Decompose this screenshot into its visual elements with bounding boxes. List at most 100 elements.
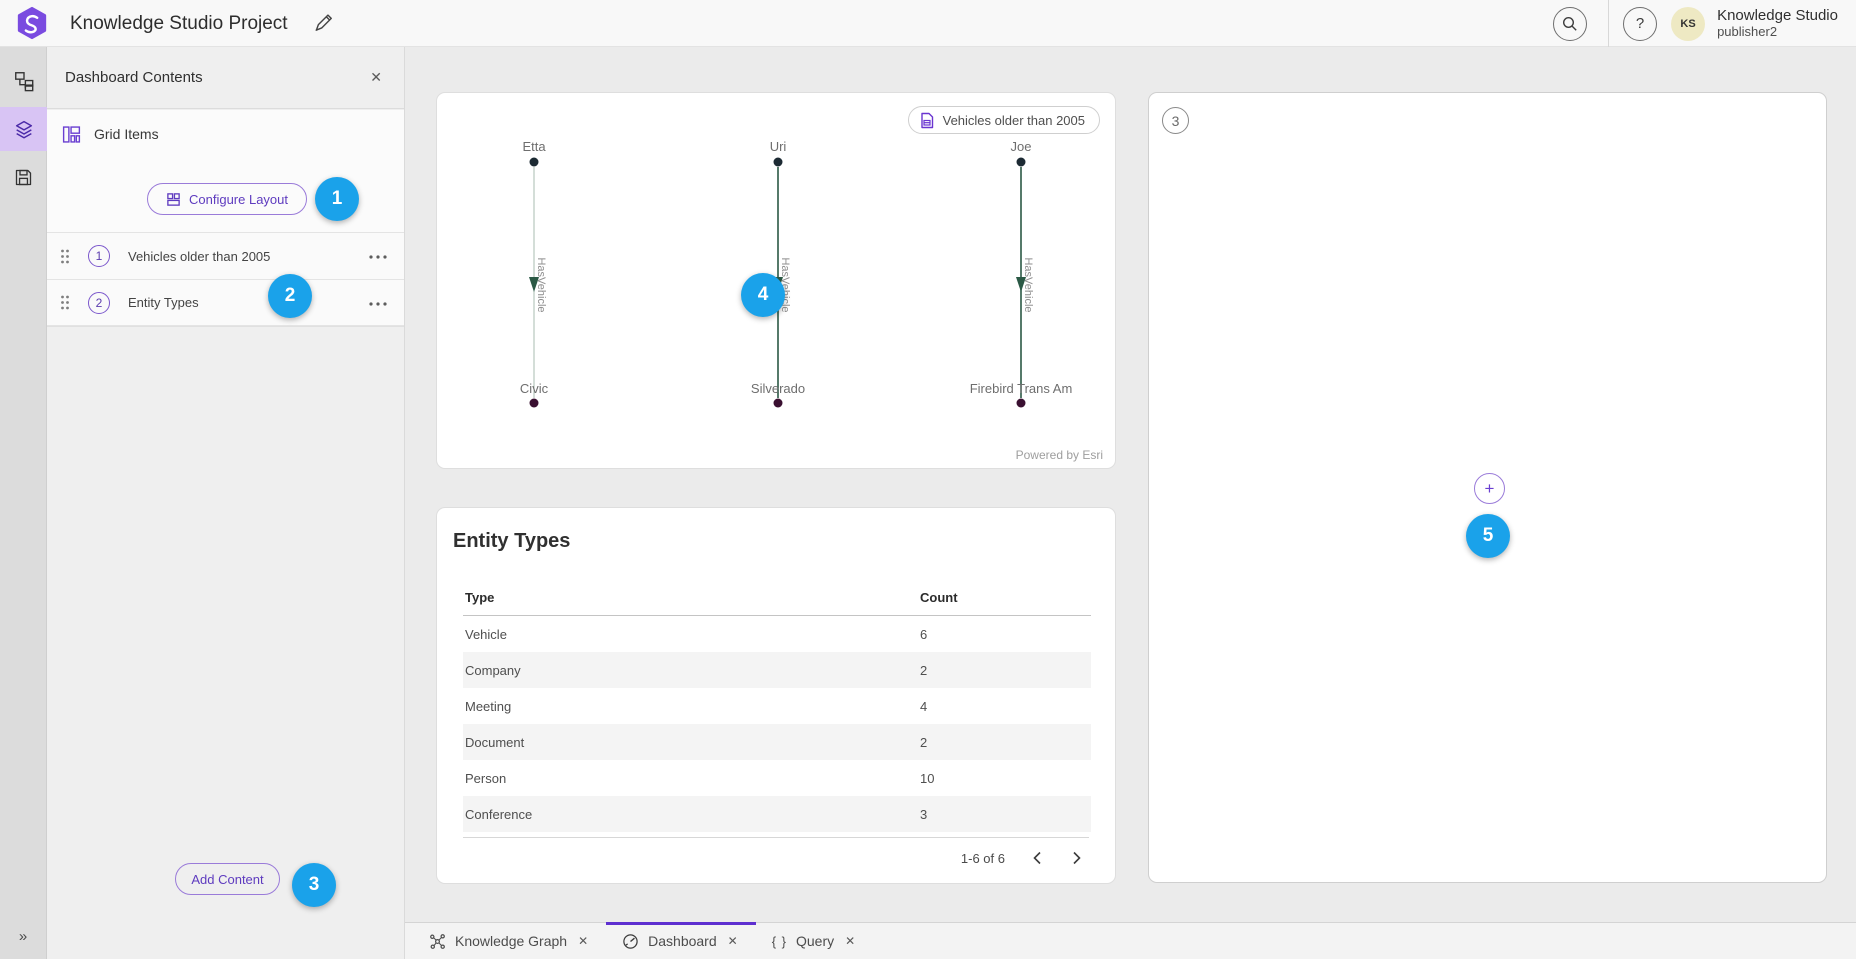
column-header-type[interactable]: Type xyxy=(465,590,495,605)
grid-item-row-vehicles[interactable]: 1 Vehicles older than 2005 xyxy=(47,232,404,279)
column-header-count[interactable]: Count xyxy=(920,590,958,605)
rail-item-save[interactable] xyxy=(0,155,47,199)
knowledge-studio-logo-icon xyxy=(17,6,47,40)
panel-title: Dashboard Contents xyxy=(65,69,203,86)
configure-layout-icon xyxy=(167,192,180,206)
braces-icon: { } xyxy=(771,933,787,949)
grid-items-label: Grid Items xyxy=(94,126,159,142)
chevron-left-icon xyxy=(1033,851,1041,865)
table-row[interactable]: Meeting 4 xyxy=(465,698,928,714)
configure-layout-button[interactable]: Configure Layout xyxy=(147,183,307,215)
tab-knowledge-graph[interactable]: Knowledge Graph ✕ xyxy=(413,923,606,959)
svg-text:HasVehicle: HasVehicle xyxy=(1022,257,1034,312)
chevron-right-icon xyxy=(1073,851,1081,865)
drag-handle-icon[interactable] xyxy=(58,248,72,265)
left-icon-rail: » xyxy=(0,47,47,959)
empty-grid-slot-card[interactable]: 3 + xyxy=(1148,92,1827,883)
user-name: Knowledge Studio xyxy=(1717,7,1838,25)
graph-node-label[interactable]: Etta xyxy=(522,139,546,154)
table-header-row: Type Count xyxy=(463,580,1091,616)
table-row[interactable]: Person 10 xyxy=(465,770,935,786)
dashboard-contents-panel: Dashboard Contents ✕ Grid Items Configur… xyxy=(47,47,405,959)
add-content-plus-button[interactable]: + xyxy=(1474,473,1505,504)
item-options-button[interactable] xyxy=(368,294,388,312)
close-tab-icon[interactable]: ✕ xyxy=(845,934,856,948)
previous-page-button[interactable] xyxy=(1029,848,1045,868)
tab-label: Knowledge Graph xyxy=(455,933,568,949)
tab-label: Query xyxy=(796,933,835,949)
entity-types-card[interactable]: Entity Types Type Count Vehicle 6 Company… xyxy=(436,507,1116,884)
entity-types-table: Type Count Vehicle 6 Company 2 Meeting 4 Do… xyxy=(463,580,1091,832)
rail-item-contents-selected[interactable] xyxy=(0,107,47,151)
avatar[interactable]: KS xyxy=(1671,6,1706,41)
top-header: Knowledge Studio Project ? KS Knowledge … xyxy=(0,0,1856,47)
graph-node-label[interactable]: Joe xyxy=(1010,139,1032,154)
pagination: 1-6 of 6 xyxy=(961,848,1085,868)
tab-query[interactable]: { } Query ✕ xyxy=(756,923,873,959)
hierarchy-icon xyxy=(14,72,33,92)
table-row[interactable]: Document 2 xyxy=(463,724,1091,760)
user-menu[interactable]: Knowledge Studio publisher2 xyxy=(1717,7,1848,39)
drag-handle-icon[interactable] xyxy=(58,294,72,311)
layer-filter-pill[interactable]: Vehicles older than 2005 xyxy=(907,106,1100,134)
grid-items-section-header: Grid Items xyxy=(47,110,404,158)
esri-attribution: Powered by Esri xyxy=(1015,448,1103,462)
close-icon: ✕ xyxy=(370,69,382,85)
item-number-badge: 1 xyxy=(88,245,110,267)
table-row[interactable]: Conference 3 xyxy=(463,796,1091,832)
graph-node-label[interactable]: Uri xyxy=(769,139,787,154)
close-tab-icon[interactable]: ✕ xyxy=(727,934,738,948)
search-button[interactable] xyxy=(1553,6,1588,41)
table-row[interactable]: Vehicle 6 xyxy=(465,626,928,642)
question-mark-icon: ? xyxy=(1635,15,1645,32)
user-role: publisher2 xyxy=(1717,23,1778,39)
tour-step-badge-4[interactable]: 4 xyxy=(741,273,785,317)
grid-layout-icon xyxy=(62,125,81,143)
rail-item-data-model[interactable] xyxy=(0,59,47,103)
next-page-button[interactable] xyxy=(1069,848,1085,868)
item-number-badge: 2 xyxy=(88,291,110,314)
graph-node-label[interactable]: Silverado xyxy=(750,381,806,396)
grid-item-row-entity-types[interactable]: 2 Entity Types xyxy=(47,279,404,326)
ellipsis-icon xyxy=(369,301,387,306)
save-icon xyxy=(15,169,32,185)
svg-text:HasVehicle: HasVehicle xyxy=(535,257,547,312)
add-content-button[interactable]: Add Content xyxy=(175,863,280,895)
plus-icon: + xyxy=(1484,478,1495,498)
dashboard-gauge-icon xyxy=(623,933,638,949)
close-panel-button[interactable]: ✕ xyxy=(364,65,388,90)
view-tab-bar: Knowledge Graph ✕ Dashboard ✕ { } Query … xyxy=(405,922,1856,959)
search-icon xyxy=(1563,16,1577,31)
layers-icon xyxy=(15,120,32,139)
tour-step-badge-5[interactable]: 5 xyxy=(1466,514,1510,558)
table-row[interactable]: Company 2 xyxy=(463,652,1091,688)
panel-header: Dashboard Contents ✕ xyxy=(47,47,404,109)
edit-title-pencil-icon[interactable] xyxy=(312,12,334,34)
close-tab-icon[interactable]: ✕ xyxy=(578,934,589,948)
item-label: Vehicles older than 2005 xyxy=(128,248,271,264)
expand-rail-button[interactable]: » xyxy=(0,921,47,951)
tour-step-badge-3[interactable]: 3 xyxy=(292,863,336,907)
page-title: Knowledge Studio Project xyxy=(70,13,288,34)
tour-step-badge-2[interactable]: 2 xyxy=(268,274,312,318)
help-button[interactable]: ? xyxy=(1623,6,1658,41)
card-title: Entity Types xyxy=(453,530,571,552)
grid-position-number: 3 xyxy=(1162,107,1189,134)
header-actions: ? KS Knowledge Studio publisher2 xyxy=(1553,0,1848,47)
tab-dashboard[interactable]: Dashboard ✕ xyxy=(606,922,756,959)
header-divider xyxy=(1608,0,1610,47)
tour-step-badge-1[interactable]: 1 xyxy=(315,177,359,221)
tab-label: Dashboard xyxy=(648,933,717,949)
knowledge-graph-icon xyxy=(430,933,445,949)
dashboard-canvas: HasVehicle HasVehicle HasVehicle Etta Ur… xyxy=(405,47,1856,922)
table-footer-divider xyxy=(463,837,1089,838)
graph-node-label[interactable]: Firebird Trans Am xyxy=(969,381,1073,396)
item-options-button[interactable] xyxy=(368,247,388,265)
double-chevron-right-icon: » xyxy=(18,927,29,945)
table-document-icon xyxy=(920,112,933,128)
graph-node-label[interactable]: Civic xyxy=(519,381,549,396)
item-label: Entity Types xyxy=(128,295,199,310)
ellipsis-icon xyxy=(369,255,387,259)
pagination-range: 1-6 of 6 xyxy=(960,850,1005,866)
